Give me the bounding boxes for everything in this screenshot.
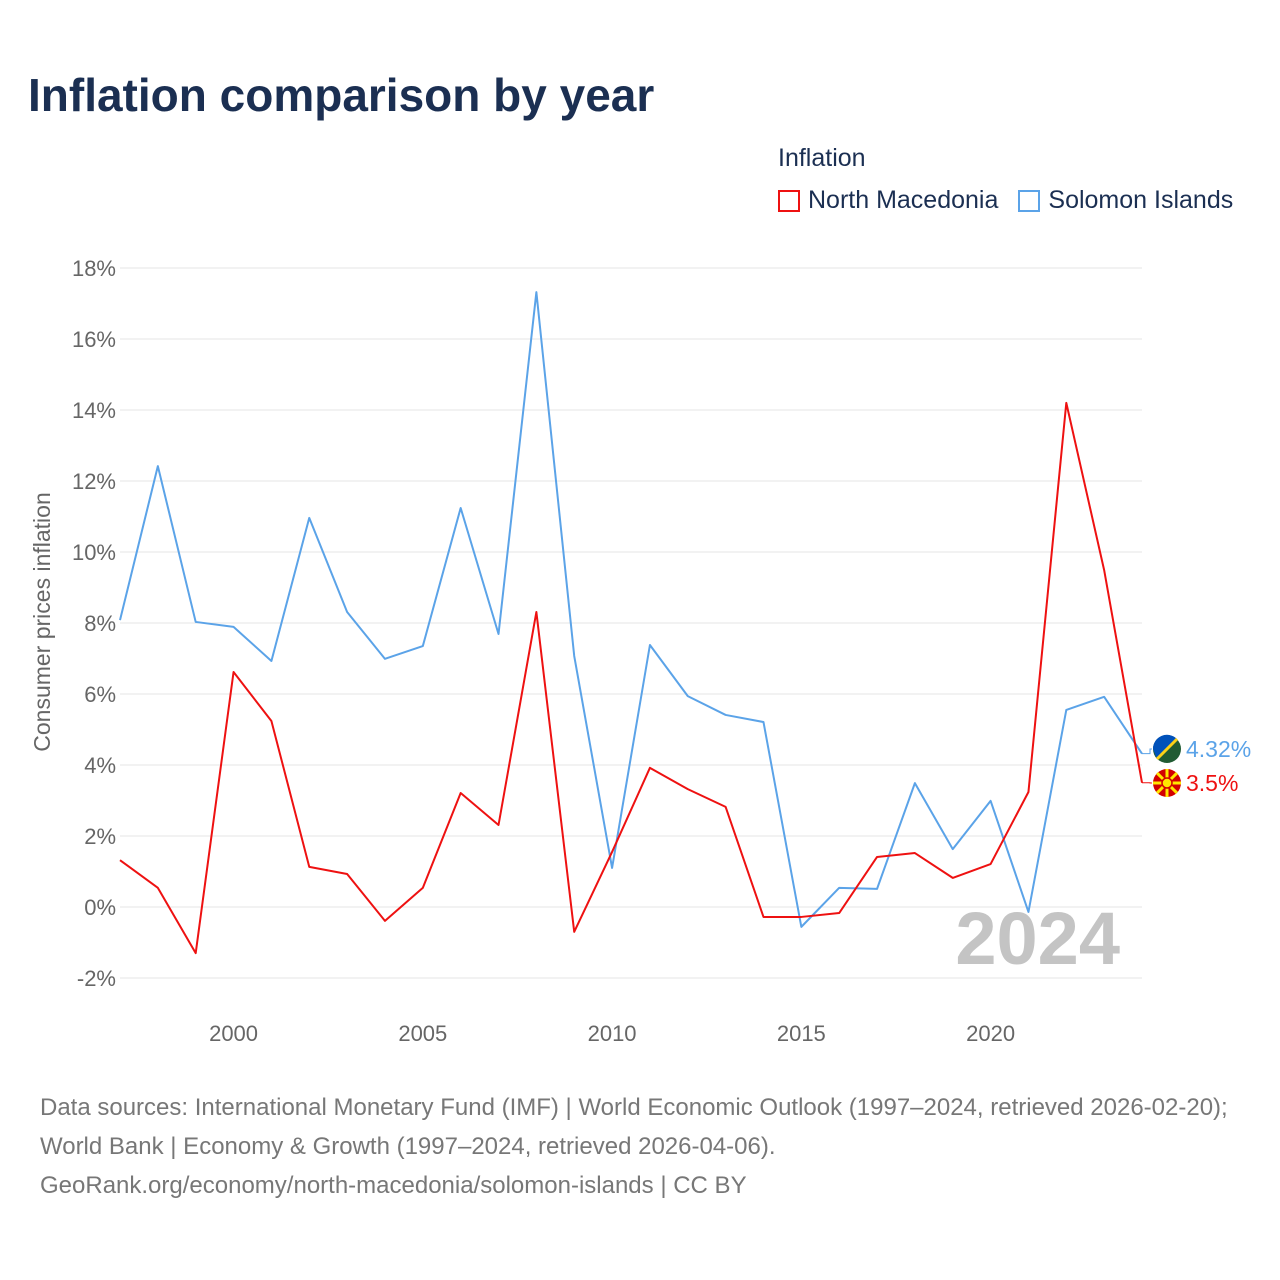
source-line: Data sources: International Monetary Fun… xyxy=(40,1094,1228,1160)
x-tick-label: 2020 xyxy=(966,1021,1015,1046)
y-tick-label: 0% xyxy=(84,895,116,920)
x-tick-label: 2000 xyxy=(209,1021,258,1046)
end-label-connector xyxy=(1142,748,1152,755)
end-value-label: 4.32% xyxy=(1186,736,1251,762)
series-line-solomon-islands xyxy=(119,291,1143,928)
x-tick-label: 2010 xyxy=(588,1021,637,1046)
y-tick-label: 14% xyxy=(72,398,116,423)
legend-item-north-macedonia[interactable]: North Macedonia xyxy=(778,186,998,215)
legend-label: Solomon Islands xyxy=(1048,186,1234,214)
end-value-label: 3.5% xyxy=(1186,770,1238,796)
legend: North Macedonia Solomon Islands xyxy=(778,186,1233,215)
legend-item-solomon-islands[interactable]: Solomon Islands xyxy=(1018,186,1233,215)
flag-blue xyxy=(1152,734,1177,759)
y-tick-label: 6% xyxy=(84,682,116,707)
year-watermark: 2024 xyxy=(955,897,1120,980)
y-tick-label: 4% xyxy=(84,753,116,778)
source-note: Data sources: International Monetary Fun… xyxy=(40,1088,1250,1205)
legend-swatch xyxy=(778,189,800,212)
legend-label: North Macedonia xyxy=(808,186,999,214)
y-tick-label: 18% xyxy=(72,256,116,281)
x-tick-label: 2005 xyxy=(398,1021,447,1046)
chart-title: Inflation comparison by year xyxy=(28,69,655,121)
y-axis-label: Consumer prices inflation xyxy=(29,492,55,752)
y-tick-label: 16% xyxy=(72,327,116,352)
legend-title: Inflation xyxy=(778,144,866,172)
flag-stripe xyxy=(1155,737,1179,761)
y-tick-label: 2% xyxy=(84,824,116,849)
y-tick-label: 12% xyxy=(72,469,116,494)
source-url[interactable]: GeoRank.org/economy/north-macedonia/solo… xyxy=(40,1172,747,1199)
y-tick-label: 8% xyxy=(84,611,116,636)
series-line-north-macedonia xyxy=(119,401,1143,955)
y-tick-label: 10% xyxy=(72,540,116,565)
y-tick-label: -2% xyxy=(77,966,116,991)
x-tick-label: 2015 xyxy=(777,1021,826,1046)
legend-swatch xyxy=(1018,189,1041,212)
flag-sun xyxy=(1161,777,1173,789)
line-chart: -2% 0% 2% 4% 6% 8% 10% 12% 14% 16% 18% 2000 2005 2010… xyxy=(29,256,1251,1046)
